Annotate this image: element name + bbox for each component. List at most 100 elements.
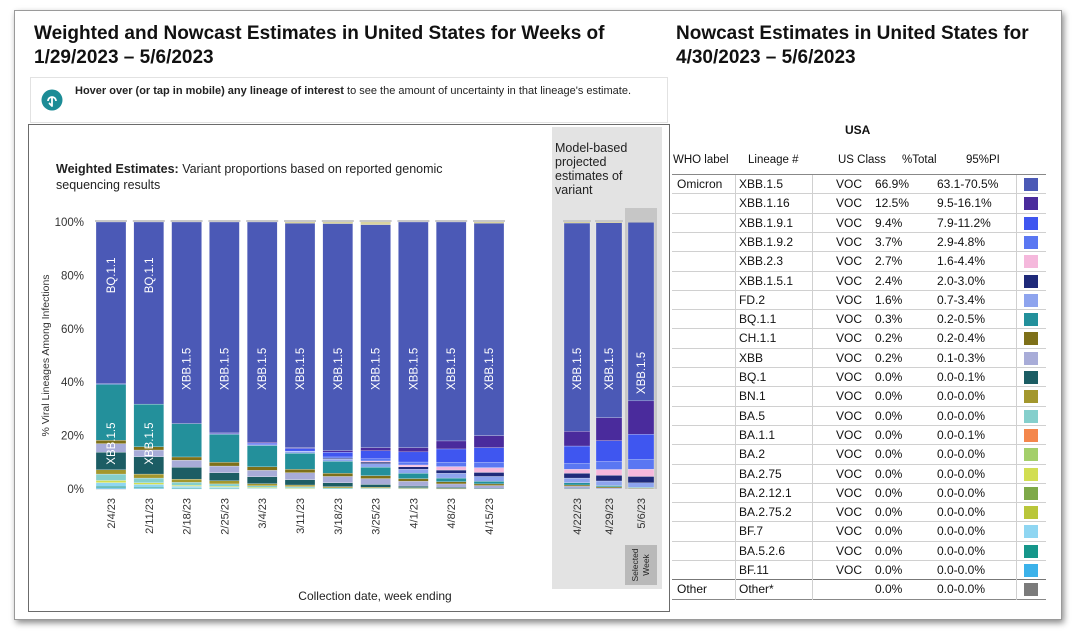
- bar-segment-XBB-1-9-2: [360, 458, 391, 462]
- bar-segment-XBB-1-5: [473, 223, 505, 436]
- table-cell-total: 0.2%: [875, 350, 903, 365]
- bar-segment-XBB-1-5-1: [595, 475, 623, 482]
- bar-segment-BQ-1-1: [95, 383, 127, 441]
- lineage-color-swatch[interactable]: [1024, 467, 1038, 481]
- bar-segment-XBB-1-9-2: [627, 459, 655, 470]
- table-cell-total: 1.6%: [875, 292, 903, 307]
- bar-segment-XBB-1-16: [595, 417, 623, 441]
- table-cell-lineage: XBB.1.16: [739, 196, 790, 211]
- ytick-label: 100%: [55, 217, 84, 229]
- bar-segment-XBB-1-5: [595, 222, 623, 418]
- bar-segment-BQ-1: [360, 484, 391, 488]
- bar-segment-XBB: [209, 465, 240, 473]
- table-row-rule: [672, 270, 1046, 272]
- lineage-color-swatch[interactable]: [1024, 486, 1038, 500]
- table-cell-usclass: VOC: [836, 273, 863, 288]
- lineage-color-swatch[interactable]: [1024, 255, 1038, 269]
- bar-top-cap: [473, 220, 505, 222]
- xtick-label-nowcast-0: 4/22/23: [572, 498, 584, 535]
- table-row: BF.7 VOC 0.0% 0.0-0.0%: [672, 522, 1046, 541]
- table-row-rule: [672, 482, 1046, 484]
- bar-segment-BN-1: [284, 484, 316, 487]
- bar-segment-BA-5: [209, 483, 240, 487]
- lineage-color-swatch[interactable]: [1024, 178, 1038, 191]
- table-cell-lineage: CH.1.1: [739, 331, 777, 346]
- table-cell-usclass: VOC: [836, 196, 863, 211]
- bar-segment-BN-1: [171, 478, 202, 483]
- bar-segment-BQ-1-1: [398, 473, 429, 479]
- bar-segment-BQ-1: [284, 479, 316, 486]
- table-row-rule: [672, 521, 1046, 523]
- lineage-color-swatch[interactable]: [1024, 313, 1038, 327]
- bar-top-cap: [435, 220, 468, 222]
- table-cell-total: 0.0%: [875, 466, 903, 481]
- xtick-label-nowcast-1: 4/29/23: [604, 498, 616, 535]
- table-cell-total: 0.0%: [875, 543, 903, 558]
- table-cell-lineage: Other*: [739, 582, 774, 597]
- table-row: XBB.1.16 VOC 12.5% 9.5-16.1%: [672, 194, 1046, 213]
- table-other-rule: [672, 579, 1046, 581]
- lineage-color-swatch[interactable]: [1024, 525, 1038, 539]
- bar-segment-FD-2: [473, 476, 505, 482]
- bar-segment-XBB: [171, 460, 202, 468]
- bar-segment-XBB-1-16: [360, 447, 391, 451]
- lineage-color-swatch[interactable]: [1024, 235, 1038, 249]
- bar-label-weighted-10: XBB.1.5: [484, 348, 496, 390]
- lineage-color-swatch[interactable]: [1024, 197, 1038, 211]
- model-panel-label-3: variant: [555, 183, 593, 197]
- lineage-color-swatch[interactable]: [1024, 564, 1038, 577]
- table-cell-usclass: VOC: [836, 505, 863, 520]
- lineage-color-swatch[interactable]: [1024, 351, 1038, 365]
- lineage-color-swatch[interactable]: [1024, 428, 1038, 442]
- table-header-rule: [672, 174, 1046, 175]
- table-row: BA.5.2.6 VOC 0.0% 0.0-0.0%: [672, 542, 1046, 561]
- table-header-pi: 95%PI: [966, 154, 1000, 166]
- table-cell-total: 0.0%: [875, 505, 903, 520]
- table-row: BA.2 VOC 0.0% 0.0-0.0%: [672, 445, 1046, 464]
- bar-segment-BN-1: [209, 480, 240, 485]
- table-cell-total: 0.0%: [875, 524, 903, 539]
- table-cell-lineage: BQ.1: [739, 370, 767, 384]
- bar-segment-BA-5: [133, 477, 164, 483]
- lineage-color-swatch[interactable]: [1024, 371, 1038, 384]
- bar-segment-FD-2: [563, 477, 591, 483]
- table-cell-lineage: BA.2.75.2: [739, 505, 792, 520]
- bar-segment-CH-1-1: [473, 483, 505, 486]
- bar-segment-XBB-1-5: [627, 222, 655, 402]
- table-cell-usclass: VOC: [836, 350, 863, 365]
- lineage-color-swatch[interactable]: [1024, 448, 1038, 462]
- ytick-label: 80%: [61, 270, 84, 282]
- lineage-color-swatch[interactable]: [1024, 274, 1038, 288]
- table-cell-pi: 0.0-0.0%: [937, 466, 986, 481]
- bar-segment-XBB-1-5: [563, 222, 591, 432]
- bar-segment-BQ-1: [398, 485, 429, 488]
- table-cell-pi: 2.9-4.8%: [937, 234, 986, 249]
- table-cell-pi: 0.7-3.4%: [937, 292, 986, 307]
- bar-segment-BQ-1-1: [209, 434, 240, 463]
- table-row-rule: [672, 540, 1046, 542]
- table-cell-pi: 0.0-0.0%: [937, 524, 986, 539]
- table-cell-pi: 0.0-0.0%: [937, 408, 986, 423]
- table-cell-lineage: FD.2: [739, 292, 766, 307]
- lineage-color-swatch[interactable]: [1024, 293, 1038, 307]
- table-col-separator: [812, 175, 813, 600]
- bar-segment-XBB-1-9-2: [322, 456, 353, 459]
- bar-segment-XBB-1-5-1: [563, 473, 591, 479]
- lineage-color-swatch[interactable]: [1024, 409, 1038, 423]
- lineage-color-swatch[interactable]: [1024, 390, 1038, 404]
- bar-segment-XBB-1-5: [322, 223, 353, 451]
- lineage-color-swatch[interactable]: [1024, 216, 1038, 230]
- hover-hint-box: Hover over (or tap in mobile) any lineag…: [30, 77, 668, 123]
- lineage-color-swatch[interactable]: [1024, 583, 1038, 597]
- bar-segment-BQ-1-1: [247, 445, 278, 467]
- bar-segment-BN-1: [247, 483, 278, 486]
- lineage-color-swatch[interactable]: [1024, 332, 1038, 346]
- table-cell-lineage: XBB.1.5.1: [739, 273, 794, 288]
- bar-segment-remainder: [322, 222, 353, 224]
- bar-segment-XBB-1-5-1: [398, 466, 429, 470]
- bar-segment-XBB-1-9-1: [436, 448, 467, 463]
- bar-top-cap: [595, 220, 623, 222]
- lineage-color-swatch[interactable]: [1024, 506, 1038, 520]
- lineage-color-swatch[interactable]: [1024, 544, 1038, 558]
- table-row-rule: [672, 386, 1046, 388]
